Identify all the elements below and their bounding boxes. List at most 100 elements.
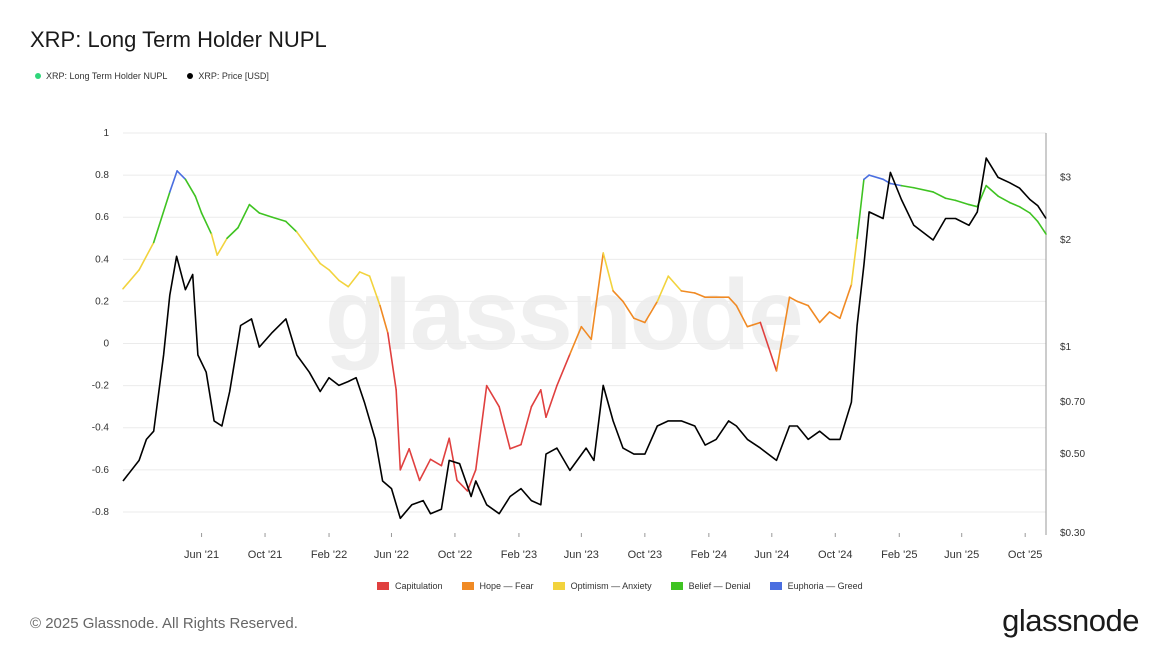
- band-swatch-belief-denial: [670, 582, 683, 590]
- legend-dot-price: [187, 73, 194, 79]
- nupl-segment: [856, 178, 865, 240]
- nupl-segment: [408, 447, 421, 482]
- nupl-segment: [644, 300, 659, 324]
- x-tick-label: Feb '23: [501, 549, 537, 561]
- y-left-tick-label: -0.2: [92, 381, 110, 392]
- nupl-segment: [429, 458, 443, 467]
- nupl-segment: [226, 226, 239, 240]
- y-left-tick-label: 1: [103, 128, 109, 139]
- y-left-tick-label: -0.4: [92, 423, 110, 434]
- nupl-segment: [194, 195, 203, 214]
- nupl-segment: [850, 237, 858, 286]
- nupl-segment: [759, 321, 778, 372]
- nupl-segment: [1008, 201, 1021, 208]
- y-left-tick-label: 0.2: [95, 296, 109, 307]
- nupl-segment: [602, 252, 614, 292]
- nupl-segment: [590, 252, 605, 341]
- nupl-segment: [418, 458, 432, 482]
- nupl-segment: [545, 384, 558, 419]
- nupl-segment: [456, 479, 469, 492]
- nupl-segment: [1029, 212, 1039, 223]
- chart-title: XRP: Long Term Holder NUPL: [30, 27, 327, 52]
- nupl-segment: [216, 237, 228, 256]
- nupl-segment: [580, 325, 593, 341]
- y-right-tick-label: $1: [1060, 342, 1072, 353]
- glassnode-logo: glassnode: [1002, 603, 1139, 638]
- nupl-segment: [440, 437, 451, 467]
- band-item-hope-fear[interactable]: Hope — Fear: [461, 581, 534, 591]
- band-swatch-capitulation: [377, 582, 389, 590]
- nupl-segment: [122, 269, 140, 290]
- x-tick-label: Feb '25: [881, 549, 917, 561]
- nupl-segment: [466, 469, 477, 492]
- nupl-segment: [868, 174, 884, 181]
- nupl-segment: [184, 178, 197, 197]
- series-legend: XRP: Long Term Holder NUPL XRP: Price [U…: [35, 71, 269, 81]
- band-label-belief-denial: Belief — Denial: [688, 581, 751, 591]
- nupl-segment: [839, 283, 853, 320]
- nupl-segment: [913, 186, 934, 193]
- nupl-segment: [379, 304, 389, 334]
- x-tick-label: Jun '25: [944, 549, 979, 561]
- y-left-tick-label: 0: [103, 339, 109, 350]
- price-line: [122, 157, 1047, 520]
- nupl-segment: [448, 437, 458, 482]
- y-right-tick-label: $0.70: [1060, 397, 1085, 408]
- nupl-segment: [556, 353, 571, 387]
- nupl-segment: [319, 262, 330, 271]
- nupl-segment: [775, 296, 791, 372]
- nupl-segment: [985, 184, 999, 197]
- nupl-segment: [138, 241, 155, 271]
- nupl-segment: [509, 443, 522, 450]
- y-left-tick-label: 0.4: [95, 254, 109, 265]
- nupl-segment: [258, 212, 274, 219]
- nupl-segment: [176, 170, 187, 181]
- band-item-capitulation[interactable]: Capitulation: [377, 581, 443, 591]
- nupl-segment: [622, 300, 635, 320]
- nupl-segment: [727, 296, 738, 307]
- nupl-segment: [347, 271, 361, 288]
- nupl-segment: [474, 384, 488, 471]
- nupl-segment: [746, 321, 762, 328]
- band-item-optimism-anxiety[interactable]: Optimism — Anxiety: [552, 581, 652, 591]
- nupl-segment: [863, 174, 870, 181]
- band-item-euphoria-greed[interactable]: Euphoria — Greed: [769, 581, 863, 591]
- legend-item-nupl[interactable]: XRP: Long Term Holder NUPL: [35, 71, 167, 81]
- nupl-segment: [656, 275, 670, 303]
- nupl-segment: [680, 290, 696, 294]
- y-left-tick-label: -0.6: [92, 465, 110, 476]
- axes: 1 0.8 0.6 0.4 0.2 0 -0.2 -0.4 -0.6 -0.8 $3 $2 $1 $0.7…: [92, 128, 1086, 561]
- band-swatch-euphoria-greed: [769, 582, 782, 590]
- x-tick-label: Oct '22: [438, 549, 473, 561]
- y-right-tick-label: $0.30: [1060, 528, 1085, 539]
- nupl-segment: [338, 279, 350, 288]
- nupl-segment: [530, 389, 542, 408]
- band-swatch-hope-fear: [461, 582, 474, 590]
- legend-item-price[interactable]: XRP: Price [USD]: [187, 71, 269, 81]
- nupl-segment: [667, 275, 683, 292]
- nupl-segment: [271, 216, 287, 223]
- band-swatch-optimism-anxiety: [552, 582, 565, 590]
- nupl-segment: [358, 271, 371, 277]
- series-lines: [122, 157, 1047, 520]
- nupl-segment: [997, 195, 1011, 204]
- y-right-tick-label: $0.50: [1060, 449, 1085, 460]
- band-legend: Capitulation Hope — Fear Optimism — Anxi…: [377, 581, 863, 591]
- x-tick-label: Oct '24: [818, 549, 853, 561]
- nupl-segment: [520, 405, 533, 446]
- y-left-tick-label: 0.6: [95, 212, 109, 223]
- x-tick-label: Jun '22: [374, 549, 409, 561]
- nupl-segment: [248, 203, 261, 214]
- nupl-segment: [735, 304, 749, 328]
- band-label-optimism-anxiety: Optimism — Anxiety: [570, 581, 652, 591]
- nupl-segment: [368, 275, 381, 307]
- nupl-segment: [1018, 205, 1031, 214]
- band-item-belief-denial[interactable]: Belief — Denial: [670, 581, 751, 591]
- nupl-segment: [169, 170, 178, 193]
- band-label-capitulation: Capitulation: [395, 581, 443, 591]
- nupl-segment: [152, 191, 171, 244]
- nupl-segment: [399, 447, 410, 471]
- legend-dot-nupl: [35, 73, 41, 79]
- nupl-segment: [828, 311, 841, 320]
- nupl-segment: [818, 311, 831, 324]
